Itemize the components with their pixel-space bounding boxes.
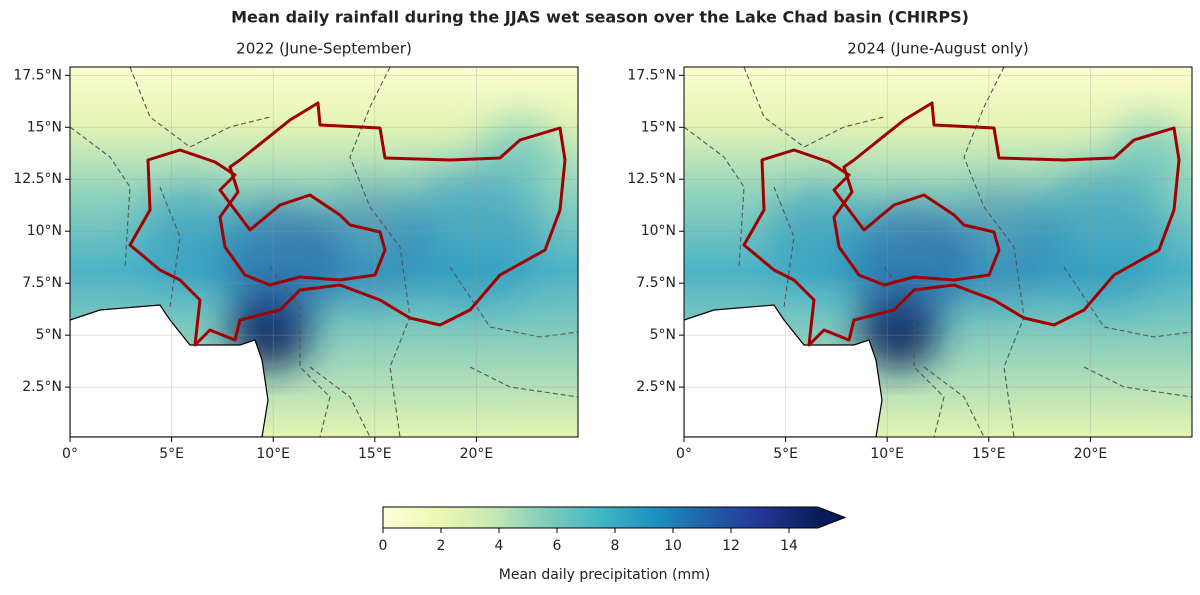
figure-title: Mean daily rainfall during the JJAS wet … bbox=[231, 8, 969, 27]
y-tick-label: 5°N bbox=[36, 327, 62, 343]
colorbar-tick-label: 2 bbox=[437, 538, 446, 554]
colorbar-tick-label: 8 bbox=[611, 538, 620, 554]
precip-blob bbox=[310, 187, 430, 307]
country-border bbox=[1063, 266, 1192, 338]
country-border bbox=[684, 126, 745, 268]
ocean bbox=[684, 304, 883, 437]
x-tick-label: 10°E bbox=[256, 446, 290, 462]
x-tick-label: 15°E bbox=[358, 446, 392, 462]
colorbar-extend bbox=[818, 507, 845, 528]
basin-outline bbox=[128, 101, 567, 347]
country-border bbox=[743, 67, 885, 148]
x-tick-label: 5°E bbox=[159, 446, 184, 462]
country-border bbox=[309, 366, 371, 437]
precip-blob bbox=[1029, 167, 1169, 307]
map-panel bbox=[70, 67, 578, 437]
country-border bbox=[70, 126, 131, 268]
country-border bbox=[449, 266, 578, 338]
x-tick-label: 20°E bbox=[1074, 446, 1108, 462]
ocean bbox=[70, 304, 269, 437]
y-tick-label: 17.5°N bbox=[627, 67, 676, 83]
colorbar-tick-label: 4 bbox=[495, 538, 504, 554]
axes-frame bbox=[69, 66, 579, 438]
x-tick-label: 10°E bbox=[870, 446, 904, 462]
colorbar-label: Mean daily precipitation (mm) bbox=[499, 567, 710, 583]
colorbar-tick-label: 12 bbox=[722, 538, 740, 554]
panel-title: 2022 (June-September) bbox=[236, 40, 412, 58]
country-border bbox=[923, 366, 985, 437]
y-tick-label: 12.5°N bbox=[627, 171, 676, 187]
y-tick-label: 2.5°N bbox=[636, 379, 676, 395]
country-border bbox=[129, 67, 271, 148]
y-tick-label: 10°N bbox=[27, 223, 62, 239]
country-border bbox=[469, 366, 578, 398]
precip-blob bbox=[480, 117, 560, 197]
axes-frame bbox=[683, 66, 1193, 438]
country-border bbox=[883, 266, 945, 437]
y-tick-label: 5°N bbox=[650, 327, 676, 343]
country-border bbox=[1083, 366, 1192, 398]
y-tick-label: 2.5°N bbox=[22, 379, 62, 395]
precip-blob bbox=[220, 202, 340, 322]
x-tick-label: 0° bbox=[676, 446, 692, 462]
colorbar bbox=[383, 507, 818, 528]
colorbar-tick-label: 14 bbox=[780, 538, 798, 554]
map-panel bbox=[684, 67, 1192, 437]
y-tick-label: 17.5°N bbox=[13, 67, 62, 83]
y-tick-label: 15°N bbox=[27, 119, 62, 135]
colorbar-tick-label: 6 bbox=[553, 538, 562, 554]
colorbar-tick-label: 10 bbox=[664, 538, 682, 554]
x-tick-label: 5°E bbox=[773, 446, 798, 462]
y-tick-label: 7.5°N bbox=[22, 275, 62, 291]
y-tick-label: 7.5°N bbox=[636, 275, 676, 291]
x-tick-label: 0° bbox=[62, 446, 78, 462]
x-tick-label: 15°E bbox=[972, 446, 1006, 462]
panel-title: 2024 (June-August only) bbox=[847, 40, 1028, 58]
y-tick-label: 15°N bbox=[641, 119, 676, 135]
y-tick-label: 12.5°N bbox=[13, 171, 62, 187]
colorbar-tick-label: 0 bbox=[379, 538, 388, 554]
country-border bbox=[963, 67, 1025, 437]
precip-blob bbox=[140, 187, 240, 287]
precip-blob bbox=[769, 187, 869, 287]
colorbar-frame bbox=[382, 506, 847, 529]
country-border bbox=[773, 186, 795, 308]
country-border bbox=[269, 266, 331, 437]
x-tick-label: 20°E bbox=[460, 446, 494, 462]
basin-outline bbox=[742, 101, 1181, 347]
country-border bbox=[349, 67, 411, 437]
precip-blob bbox=[849, 202, 969, 322]
y-tick-label: 10°N bbox=[641, 223, 676, 239]
precip-blob bbox=[1109, 117, 1189, 197]
country-border bbox=[159, 186, 181, 308]
